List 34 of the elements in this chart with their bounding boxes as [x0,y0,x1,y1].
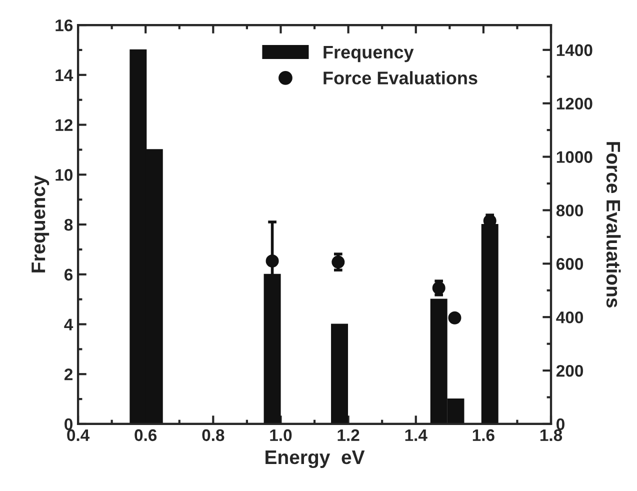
x-tick-label: 1.2 [338,429,360,441]
point [266,254,279,268]
legend-label: Frequency [324,46,414,62]
y-tick-label: 6 [64,268,73,281]
y-tick-label: 2 [64,368,73,380]
y2-tick-label: 1200 [556,98,592,110]
y-tick-label: 16 [56,19,73,32]
y-tick-label: 8 [64,218,73,231]
point [332,256,345,269]
bar [331,324,348,424]
y2-tick-label: 1400 [556,44,592,56]
x-tick-label: 1.0 [270,429,292,442]
y2-tick-label: 600 [556,258,583,270]
y-tick-label: 4 [64,318,74,330]
x-tick-label: 1.4 [405,429,428,441]
y2-axis-title: Force Evaluations [606,142,621,308]
y2-tick-label: 1000 [556,151,592,163]
y-tick-label: 10 [56,169,72,181]
y-tick-label: 14 [56,69,74,81]
x-tick-label: 0.8 [202,429,224,442]
y2-tick-label: 200 [556,364,583,377]
y-tick-label: 0 [64,418,72,430]
y-tick-label: 12 [56,119,73,131]
x-tick-label: 1.8 [540,429,562,442]
y2-tick-label: 400 [556,311,583,324]
x-tick-label: 1.6 [472,429,494,442]
x-tick-label: 0.6 [134,429,157,442]
legend-label: Force Evaluations [324,71,478,84]
y2-tick-label: 0 [556,418,564,430]
y2-tick-label: 800 [556,204,583,216]
y-axis-title: Frequency [32,175,50,272]
x-axis-title: Energy eV [266,450,365,468]
x-tick-label: 0.4 [67,429,90,442]
point [448,311,462,324]
